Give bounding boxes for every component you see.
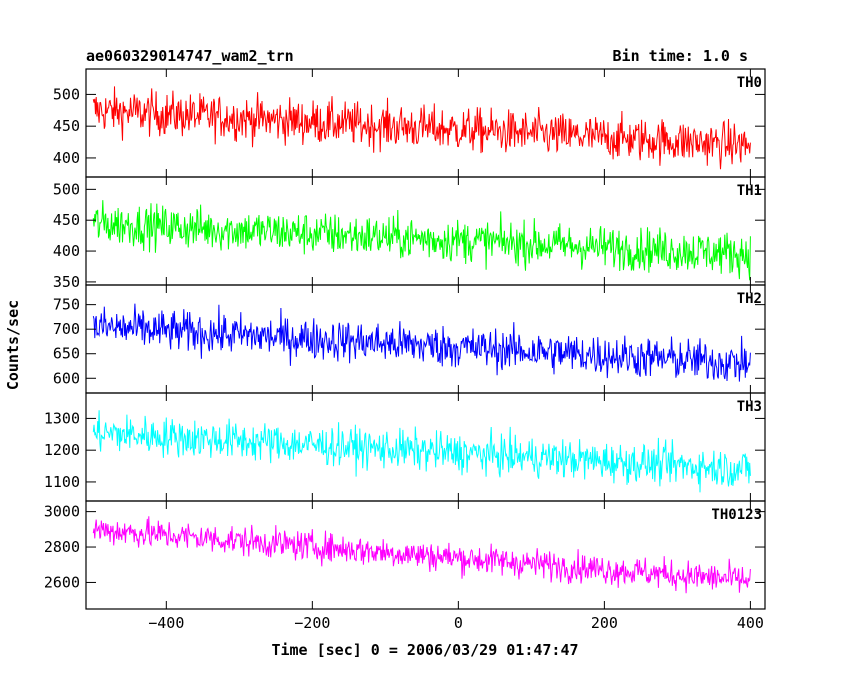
panel-label: TH0123 <box>711 507 762 523</box>
panels-group: 400 450 500 TH0 350 400 450 500 TH1 600 650 700 750 T… <box>44 68 766 610</box>
chart-title-left: ae060329014747_wam2_trn <box>86 47 294 65</box>
y-tick-label: 450 <box>53 211 80 229</box>
y-tick-label: 600 <box>53 369 80 387</box>
y-tick-label: 500 <box>53 180 80 198</box>
panel-th0: 400 450 500 TH0 <box>53 68 766 178</box>
y-tick-label: 400 <box>53 149 80 167</box>
series-th0123 <box>92 516 751 594</box>
y-axis-label: Counts/sec <box>4 300 22 390</box>
y-tick-label: 1100 <box>44 473 80 491</box>
series-th3 <box>92 410 751 493</box>
panel-label: TH1 <box>737 183 762 199</box>
y-tick-label: 650 <box>53 345 80 363</box>
y-tick-label: 1200 <box>44 441 80 459</box>
y-tick-label: 500 <box>53 85 80 103</box>
x-tick-label: −200 <box>294 614 330 632</box>
panel-label: TH3 <box>737 399 762 415</box>
y-tick-label: 400 <box>53 242 80 260</box>
y-tick-label: 2600 <box>44 573 80 591</box>
panel-label: TH2 <box>737 291 762 307</box>
panel-th1: 350 400 450 500 TH1 <box>53 176 766 291</box>
chart-title-right: Bin time: 1.0 s <box>613 47 748 65</box>
x-tick-label: 0 <box>454 614 463 632</box>
series-th1 <box>92 200 751 281</box>
y-tick-label: 2800 <box>44 538 80 556</box>
y-tick-label: 750 <box>53 296 80 314</box>
x-tick-label: −400 <box>148 614 184 632</box>
y-tick-label: 450 <box>53 117 80 135</box>
x-tick-label: 400 <box>737 614 764 632</box>
y-tick-label: 1300 <box>44 409 80 427</box>
panel-th3: 1100 1200 1300 TH3 <box>44 392 766 502</box>
series-th2 <box>92 303 751 382</box>
y-tick-label: 700 <box>53 320 80 338</box>
x-tick-label: 200 <box>591 614 618 632</box>
x-axis: −400 −200 0 200 400 <box>148 614 764 632</box>
panel-th2: 600 650 700 750 TH2 <box>53 284 766 394</box>
y-tick-label: 350 <box>53 273 80 291</box>
series-th0 <box>92 86 751 170</box>
x-axis-label: Time [sec] 0 = 2006/03/29 01:47:47 <box>271 641 578 659</box>
panel-frame <box>85 500 766 610</box>
y-tick-label: 3000 <box>44 503 80 521</box>
panel-label: TH0 <box>737 75 762 91</box>
panel-th0123: 2600 2800 3000 TH0123 <box>44 500 766 610</box>
